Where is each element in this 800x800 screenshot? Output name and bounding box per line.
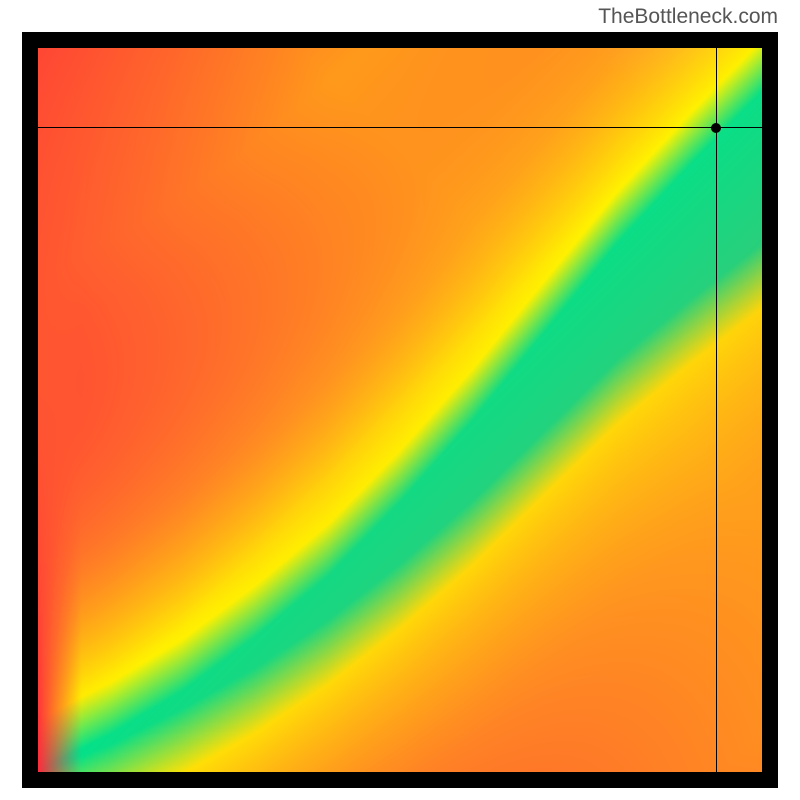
heatmap-canvas <box>38 48 762 772</box>
watermark-text: TheBottleneck.com <box>598 5 778 29</box>
marker-dot <box>711 123 721 133</box>
heatmap-plot-area <box>38 48 762 772</box>
crosshair-horizontal <box>38 127 762 128</box>
crosshair-vertical <box>716 48 717 772</box>
chart-border <box>22 32 778 788</box>
